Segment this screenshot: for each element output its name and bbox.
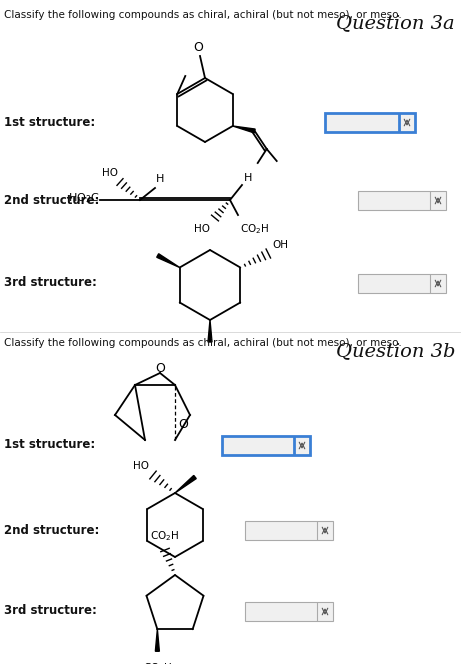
- Text: 3rd structure:: 3rd structure:: [4, 276, 97, 290]
- Text: Classify the following compounds as chiral, achiral (but not meso), or meso.: Classify the following compounds as chir…: [4, 338, 402, 348]
- Bar: [245, 521, 333, 540]
- Text: Question 3b: Question 3b: [336, 342, 455, 360]
- Text: $\mathrm{CO_2H}$: $\mathrm{CO_2H}$: [150, 529, 180, 543]
- Bar: [222, 436, 310, 455]
- Text: 1st structure:: 1st structure:: [4, 438, 95, 452]
- Bar: [245, 602, 333, 621]
- Polygon shape: [155, 629, 160, 651]
- Text: $\mathrm{CO_2H}$: $\mathrm{CO_2H}$: [240, 222, 269, 236]
- Text: O: O: [155, 362, 165, 375]
- Text: OH: OH: [272, 240, 288, 250]
- Text: HO: HO: [194, 224, 210, 234]
- Text: HO: HO: [102, 168, 118, 178]
- Text: O: O: [193, 41, 203, 54]
- Text: 2nd structure:: 2nd structure:: [4, 193, 100, 207]
- Polygon shape: [175, 475, 196, 493]
- Text: 3rd structure:: 3rd structure:: [4, 604, 97, 616]
- Bar: [325, 113, 415, 132]
- Text: Classify the following compounds as chiral, achiral (but not meso), or meso.: Classify the following compounds as chir…: [4, 10, 402, 20]
- Text: 1st structure:: 1st structure:: [4, 116, 95, 129]
- Polygon shape: [233, 126, 255, 133]
- Polygon shape: [208, 320, 212, 342]
- Text: HO: HO: [133, 461, 149, 471]
- Bar: [358, 191, 446, 210]
- Text: 2nd structure:: 2nd structure:: [4, 523, 100, 537]
- Text: O: O: [178, 418, 188, 432]
- Text: $\mathrm{CO_2H}$: $\mathrm{CO_2H}$: [143, 661, 172, 664]
- Text: H: H: [244, 173, 252, 183]
- Text: Question 3a: Question 3a: [337, 14, 455, 32]
- Bar: [358, 274, 446, 293]
- Text: $\mathrm{HO_2C}$: $\mathrm{HO_2C}$: [68, 191, 100, 205]
- Polygon shape: [157, 254, 180, 268]
- Text: H: H: [156, 174, 165, 184]
